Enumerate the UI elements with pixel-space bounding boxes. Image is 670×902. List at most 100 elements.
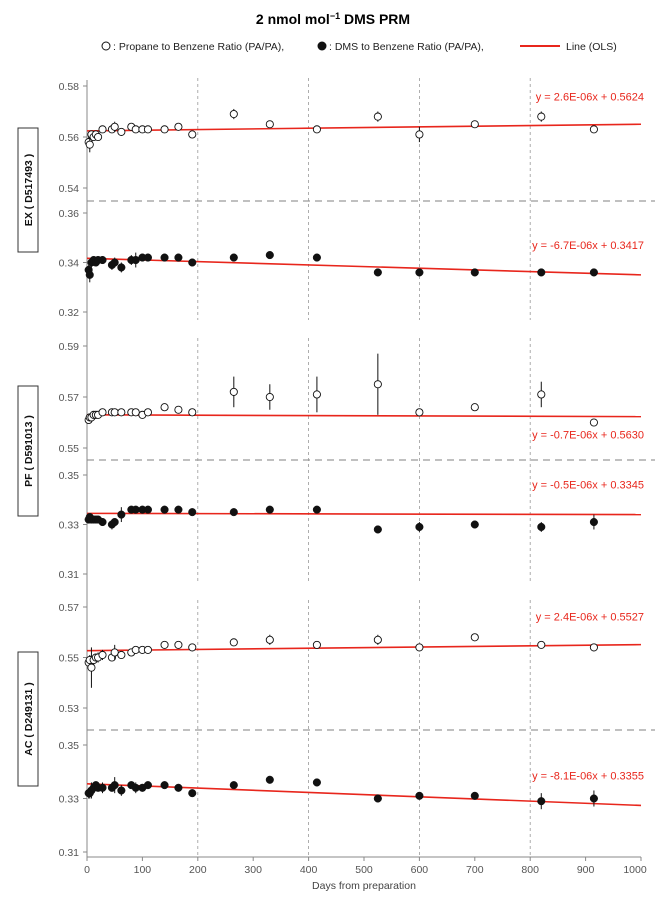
dms-point	[470, 520, 479, 529]
x-tick-label: 800	[521, 864, 539, 876]
dms-point	[188, 789, 197, 798]
dms-point	[98, 255, 107, 265]
propane-point	[537, 640, 546, 649]
dms-point	[160, 253, 169, 262]
propane-point	[373, 380, 382, 389]
dms-point	[174, 783, 183, 792]
x-tick-label: 200	[189, 864, 207, 876]
y-tick-label: 0.55	[59, 653, 80, 665]
dms-point	[373, 268, 382, 277]
propane-point	[415, 643, 424, 652]
fit-equation: y = -6.7E-06x + 0.3417	[532, 240, 644, 252]
dms-point	[85, 270, 94, 279]
propane-point	[131, 645, 140, 654]
propane-point	[589, 643, 598, 652]
dms-point	[373, 794, 382, 803]
fit-equation: y = -0.7E-06x + 0.5630	[532, 430, 644, 442]
propane-point	[117, 650, 126, 660]
propane-point	[87, 663, 96, 672]
fit-equation: y = 2.4E-06x + 0.5527	[536, 612, 644, 624]
dms-point	[160, 781, 169, 790]
propane-point	[94, 132, 103, 142]
propane-point	[174, 405, 183, 414]
propane-point	[265, 392, 274, 402]
dms-point	[589, 268, 598, 277]
legend-filled-label: : DMS to Benzene Ratio (PA/PA),	[329, 41, 484, 53]
dms-point	[143, 781, 152, 790]
y-tick-label: 0.34	[59, 258, 80, 270]
dms-point	[98, 517, 107, 527]
dms-point	[537, 797, 546, 806]
y-tick-label: 0.33	[59, 520, 80, 532]
dms-point	[229, 781, 238, 790]
dms-point	[589, 794, 598, 803]
propane-point	[229, 638, 238, 647]
x-tick-label: 900	[577, 864, 595, 876]
ols-fit-line	[86, 414, 642, 418]
propane-point	[160, 125, 169, 134]
y-tick-label: 0.55	[59, 443, 80, 455]
group-label-box	[17, 127, 39, 253]
x-tick-label: 700	[466, 864, 484, 876]
dms-point	[229, 253, 238, 262]
dms-point	[312, 253, 321, 262]
dms-point	[174, 505, 183, 514]
propane-point	[117, 127, 126, 136]
chart-title: 2 nmol mol−1 DMS PRM	[256, 11, 410, 27]
propane-point	[470, 120, 479, 129]
propane-point	[265, 120, 274, 129]
propane-point	[312, 125, 321, 134]
ols-fit-line	[86, 643, 642, 652]
propane-point	[143, 125, 152, 134]
y-tick-label: 0.57	[59, 392, 80, 404]
fit-equation: y = -0.5E-06x + 0.3345	[532, 480, 644, 492]
x-tick-label: 100	[134, 864, 152, 876]
propane-point	[160, 640, 169, 649]
ols-fit-line	[86, 782, 642, 807]
legend-line-label: Line (OLS)	[566, 41, 617, 53]
y-tick-label: 0.36	[59, 208, 80, 220]
propane-point	[188, 408, 197, 417]
legend: : Propane to Benzene Ratio (PA/PA), : DM…	[101, 41, 617, 53]
propane-point	[188, 130, 197, 139]
dms-point	[188, 508, 197, 517]
propane-point	[265, 635, 274, 644]
x-tick-label: 0	[84, 864, 90, 876]
dms-point	[265, 251, 274, 260]
propane-point	[415, 130, 424, 139]
dms-point	[174, 253, 183, 262]
propane-point	[470, 633, 479, 642]
group-label-box	[17, 385, 39, 517]
dms-point	[312, 505, 321, 514]
propane-point	[470, 403, 479, 412]
propane-point	[188, 643, 197, 652]
dms-point	[537, 268, 546, 277]
fit-equation: y = -8.1E-06x + 0.3355	[532, 770, 644, 782]
y-tick-label: 0.57	[59, 602, 80, 614]
x-tick-label: 600	[411, 864, 429, 876]
propane-point	[229, 110, 238, 119]
dms-point	[229, 508, 238, 517]
propane-point	[229, 387, 238, 396]
ols-fit-line	[86, 257, 642, 276]
dms-point	[188, 258, 197, 267]
group-label: AC ( D249131 )	[23, 682, 35, 756]
propane-point	[110, 122, 119, 131]
legend-filled-marker	[317, 41, 327, 51]
y-tick-label: 0.58	[59, 81, 80, 93]
dms-point	[470, 268, 479, 277]
propane-point	[131, 408, 140, 417]
dms-point	[117, 263, 126, 272]
dms-point	[143, 253, 152, 262]
legend-open-marker	[101, 41, 111, 51]
dms-point	[312, 778, 321, 787]
dms-point	[415, 522, 424, 532]
propane-point	[174, 122, 183, 131]
dms-point	[160, 505, 169, 514]
y-tick-label: 0.35	[59, 470, 80, 482]
dms-point	[110, 781, 119, 790]
propane-point	[98, 125, 107, 134]
dms-point	[110, 517, 119, 527]
propane-point	[373, 112, 382, 121]
propane-point	[131, 125, 140, 134]
